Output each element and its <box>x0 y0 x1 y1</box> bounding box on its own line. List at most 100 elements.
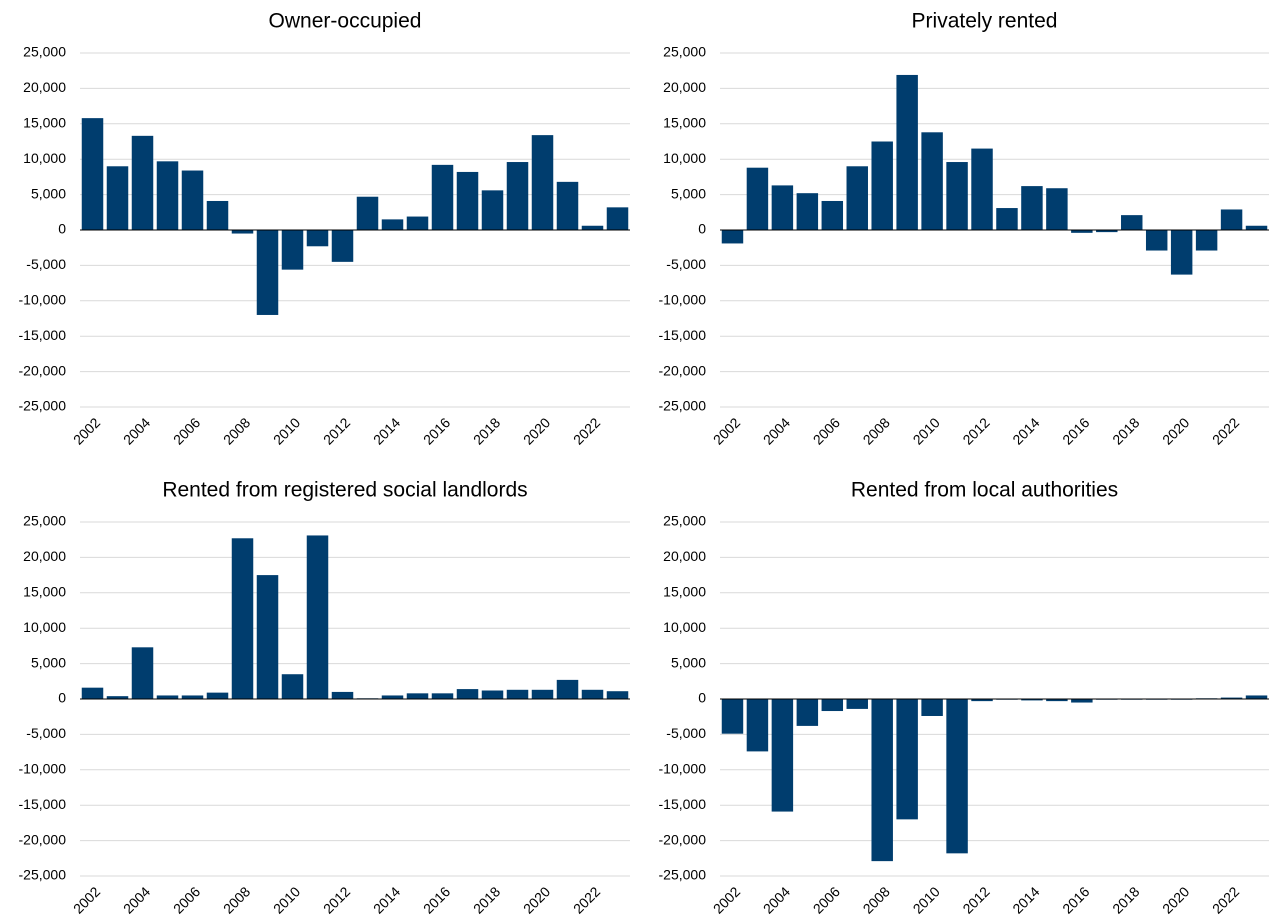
bar <box>946 699 968 854</box>
x-tick-label: 2010 <box>910 883 943 916</box>
bar <box>206 692 229 699</box>
y-tick-label: 15,000 <box>23 115 66 131</box>
x-tick-label: 2020 <box>520 414 553 447</box>
x-tick-label: 2014 <box>370 883 403 916</box>
x-tick-label: 2008 <box>860 414 893 447</box>
x-tick-label: 2016 <box>1059 883 1092 916</box>
x-tick-label: 2010 <box>270 414 303 447</box>
bar <box>581 689 604 699</box>
x-tick-label: 2022 <box>1209 883 1242 916</box>
x-tick-label: 2018 <box>1109 414 1142 447</box>
x-tick-label: 2018 <box>1109 883 1142 916</box>
bar <box>381 219 404 230</box>
bar <box>1021 186 1043 230</box>
bar <box>256 230 279 315</box>
bar <box>556 679 579 699</box>
bar <box>1121 215 1143 230</box>
x-tick-label: 2016 <box>420 414 453 447</box>
bar <box>1145 230 1168 251</box>
y-tick-label: 25,000 <box>23 44 66 60</box>
y-tick-label: 20,000 <box>23 79 66 95</box>
y-tick-label: 25,000 <box>663 513 706 529</box>
x-tick-label: 2018 <box>470 883 503 916</box>
bar <box>996 208 1018 230</box>
y-tick-label: 0 <box>698 221 706 237</box>
y-tick-label: -5,000 <box>26 725 66 741</box>
bar <box>1245 225 1268 230</box>
y-tick-label: -20,000 <box>19 362 67 378</box>
x-tick-label: 2004 <box>760 414 793 447</box>
bar <box>306 535 329 699</box>
bar <box>1046 188 1068 230</box>
y-tick-label: -5,000 <box>26 256 66 272</box>
x-tick-label: 2012 <box>959 883 992 916</box>
bar <box>556 181 579 230</box>
y-tick-label: 0 <box>698 690 706 706</box>
bar <box>971 699 993 702</box>
bar <box>431 164 454 230</box>
x-tick-label: 2004 <box>120 414 153 447</box>
y-tick-label: -10,000 <box>19 292 67 308</box>
bar <box>206 200 229 230</box>
bar <box>1245 695 1268 699</box>
bar <box>281 230 304 270</box>
y-tick-label: -15,000 <box>19 327 67 343</box>
bar <box>746 167 769 230</box>
y-tick-label: 0 <box>58 221 66 237</box>
bar <box>846 699 868 709</box>
y-tick-label: 15,000 <box>663 584 706 600</box>
y-tick-label: 5,000 <box>31 185 66 201</box>
y-tick-label: 15,000 <box>23 584 66 600</box>
y-tick-label: -5,000 <box>666 256 706 272</box>
x-tick-label: 2002 <box>70 883 103 916</box>
x-tick-label: 2022 <box>570 414 603 447</box>
bar <box>581 225 604 230</box>
bar <box>746 699 769 752</box>
y-tick-label: 20,000 <box>663 548 706 564</box>
y-tick-label: 10,000 <box>23 150 66 166</box>
bar <box>531 689 554 699</box>
bar <box>821 699 844 712</box>
y-tick-label: 25,000 <box>23 513 66 529</box>
bar <box>506 689 529 699</box>
x-tick-label: 2022 <box>570 883 603 916</box>
y-tick-label: 0 <box>58 690 66 706</box>
y-tick-label: -10,000 <box>659 292 707 308</box>
chart-title: Privately rented <box>912 10 1058 33</box>
y-tick-label: 5,000 <box>671 185 706 201</box>
y-tick-label: -15,000 <box>19 796 67 812</box>
bar <box>921 699 943 716</box>
bar <box>456 689 479 699</box>
bar <box>506 162 529 230</box>
bar <box>721 230 744 244</box>
x-tick-label: 2008 <box>220 414 253 447</box>
x-tick-label: 2014 <box>1009 414 1042 447</box>
bar <box>456 171 479 230</box>
bar <box>846 166 868 230</box>
x-tick-label: 2010 <box>910 414 943 447</box>
bar <box>821 200 844 230</box>
bar <box>1220 697 1243 699</box>
x-tick-label: 2016 <box>1059 414 1092 447</box>
bar <box>481 190 504 230</box>
x-tick-label: 2008 <box>860 883 893 916</box>
bar <box>81 687 104 699</box>
x-tick-label: 2014 <box>370 414 403 447</box>
y-tick-label: 10,000 <box>23 619 66 635</box>
y-tick-label: 10,000 <box>663 619 706 635</box>
x-tick-label: 2006 <box>170 414 203 447</box>
x-tick-label: 2002 <box>710 414 743 447</box>
x-tick-label: 2006 <box>170 883 203 916</box>
bar <box>381 695 404 699</box>
bar <box>231 230 254 234</box>
bar <box>1071 230 1093 233</box>
bar <box>181 170 204 230</box>
bar <box>256 575 279 699</box>
x-tick-label: 2012 <box>320 883 353 916</box>
y-tick-label: -10,000 <box>659 761 707 777</box>
y-tick-label: 20,000 <box>663 79 706 95</box>
bar <box>1195 230 1218 251</box>
y-tick-label: -10,000 <box>19 761 67 777</box>
y-tick-label: 25,000 <box>663 44 706 60</box>
